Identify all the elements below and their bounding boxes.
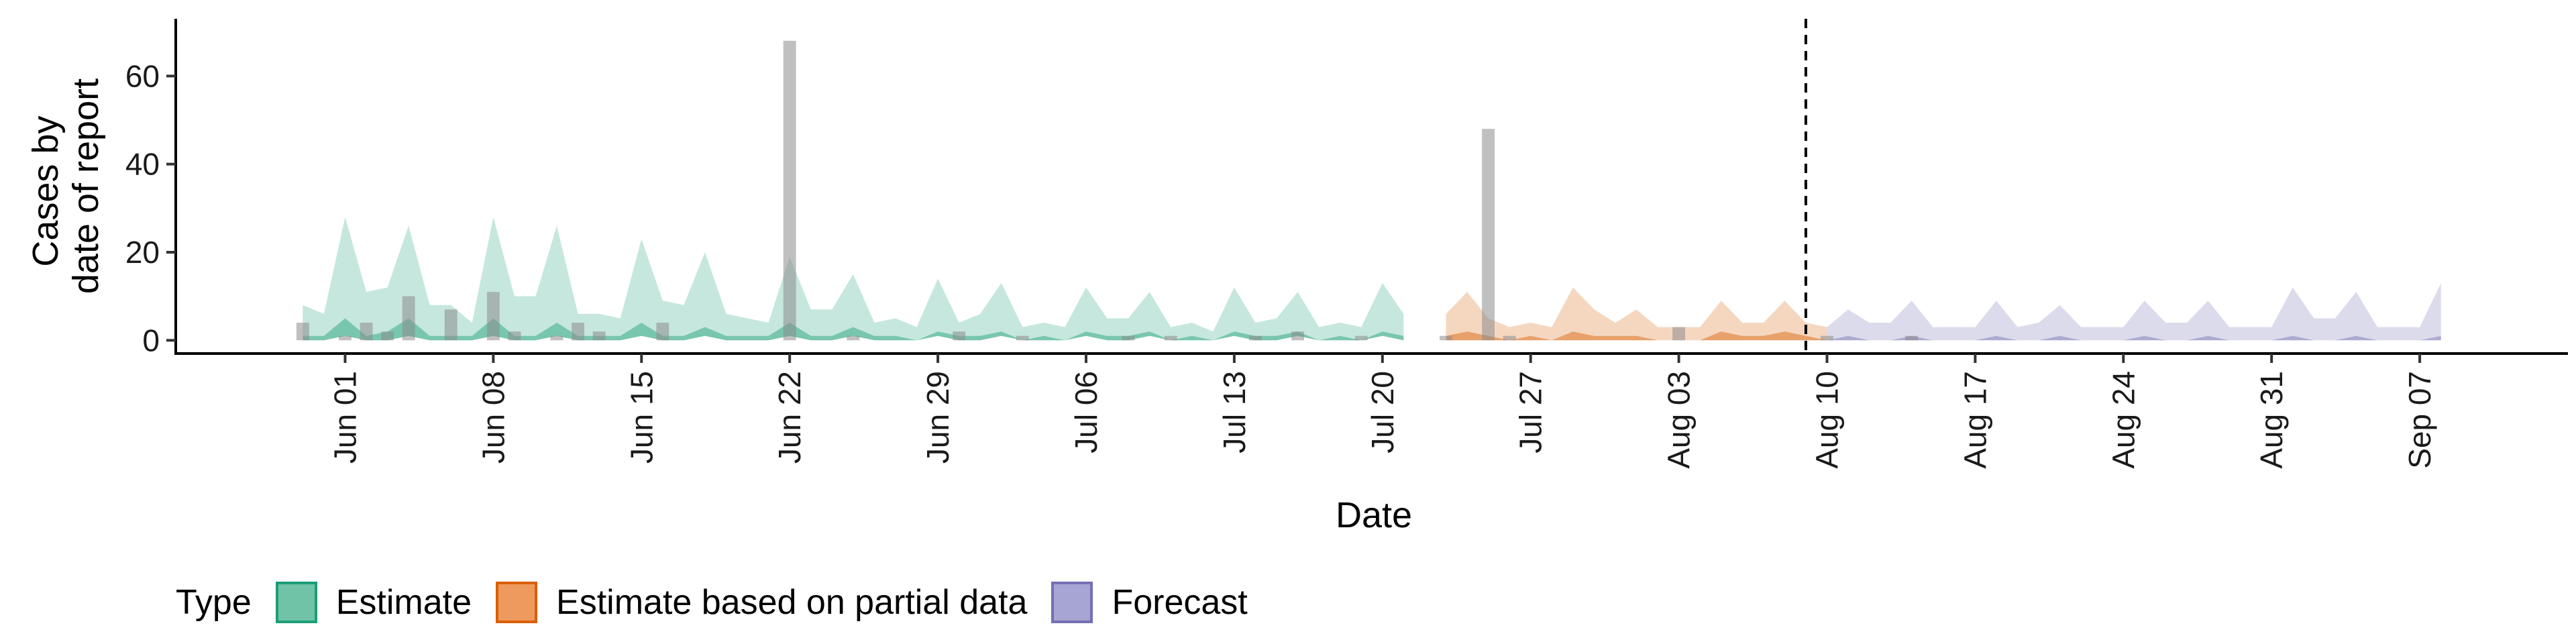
observed-cases-bar [572,323,584,341]
observed-cases-bar [592,331,606,341]
observed-cases-bar [360,323,373,341]
y-tick-label: 20 [125,235,160,270]
observed-cases-bar [508,331,521,341]
x-tick-label: Jun 08 [476,371,511,464]
legend-swatch-estimate [275,582,317,623]
legend-item-partial-estimate: Estimate based on partial data [496,582,1027,623]
observed-cases-bar [1482,129,1495,341]
observed-cases-bar [550,335,564,341]
x-tick-label: Jun 15 [624,371,659,464]
observed-cases-bar [381,331,394,341]
legend-label-forecast: Forecast [1112,583,1248,622]
y-tick-label: 60 [125,58,160,93]
observed-cases-bar [444,309,458,341]
observed-cases-bar [1440,335,1452,341]
legend-swatch-forecast [1051,582,1093,623]
observed-cases-bar [847,335,860,341]
legend-label-partial-estimate: Estimate based on partial data [556,583,1028,622]
ribbon-inner-forecast [1827,335,2441,341]
x-tick-label: Aug 24 [2106,371,2141,469]
x-tick-label: Aug 31 [2254,371,2289,469]
observed-cases-bar [1291,331,1304,341]
observed-cases-bar [1016,335,1029,341]
legend: Type Estimate Estimate based on partial … [176,576,1272,629]
observed-cases-bar [486,292,500,341]
ribbon-outer-estimate [303,217,1404,341]
ribbon-outer-estimate-based-on-partial-data [1446,287,1827,341]
observed-cases-bar [296,323,309,341]
x-tick-label: Jun 29 [920,371,955,464]
observed-cases-bar [1164,335,1177,341]
y-tick-label: 40 [125,147,160,182]
y-axis-title: Cases by date of report [25,78,106,294]
x-tick-label: Aug 10 [1810,371,1845,469]
x-axis-title: Date [1336,495,1412,535]
observed-cases-bar [1503,335,1516,341]
x-tick-label: Sep 07 [2402,371,2437,469]
legend-title: Type [176,583,252,622]
observed-cases-bar [1122,335,1135,341]
x-tick-label: Jul 13 [1217,371,1252,453]
y-axis-title-line-2: date of report [66,78,106,294]
x-tick-label: Jun 01 [328,371,363,464]
legend-item-forecast: Forecast [1051,582,1248,623]
observed-cases-bar [1672,327,1685,341]
x-tick-label: Jun 22 [772,371,807,464]
x-tick-label: Jul 27 [1513,371,1548,453]
observed-cases-bar [1905,335,1919,341]
observed-cases-bar [1249,335,1262,341]
plot-area [296,19,2441,354]
observed-cases-bar [339,335,352,341]
observed-cases-bar [1821,335,1833,341]
axes: 0 20 40 60 Jun 01 Jun 08 Jun 15 Jun 22 Jun 29 Jul… [125,19,2568,469]
observed-cases-bar [783,40,796,341]
legend-swatch-partial-estimate [496,582,538,623]
ribbon-outer-forecast [1827,282,2441,341]
x-tick-label: Jul 20 [1365,371,1400,453]
observed-cases-bar [402,296,415,341]
x-tick-label: Aug 03 [1662,371,1697,469]
x-tick-label: Aug 17 [1957,371,1992,469]
observed-cases-bar [656,323,669,341]
ribbon-inner-estimate-based-on-partial-data [1446,331,1827,341]
y-axis-title-line-1: Cases by [25,115,66,266]
observed-cases-bar [1354,335,1368,341]
y-tick-label: 0 [142,323,160,358]
ribbon-inner-estimate [303,318,1404,341]
legend-item-estimate: Estimate [275,582,472,623]
observed-cases-bar [953,331,966,341]
x-tick-label: Jul 06 [1069,371,1104,453]
legend-label-estimate: Estimate [335,583,472,622]
